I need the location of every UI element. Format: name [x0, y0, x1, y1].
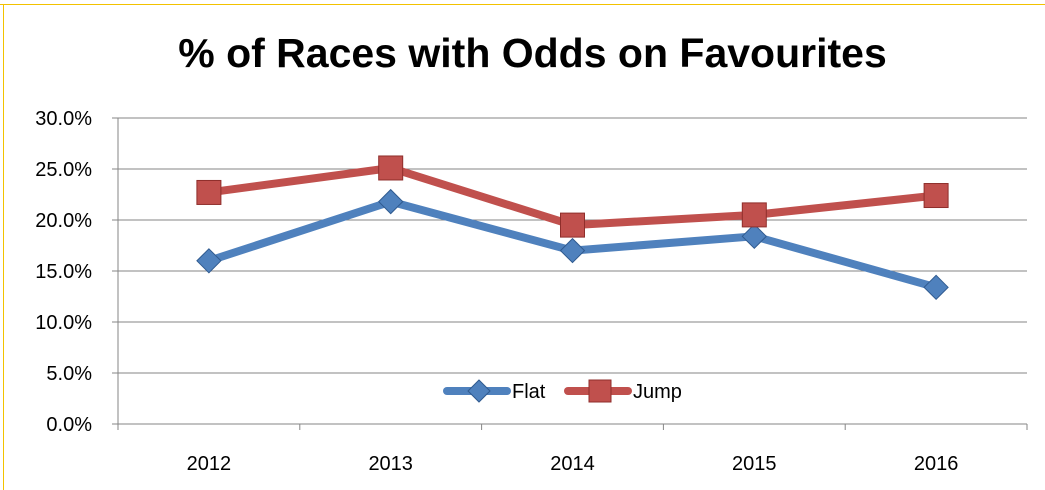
y-tick-label: 25.0%: [35, 159, 92, 181]
legend-marker-flat: [467, 379, 491, 403]
x-tick-label: 2016: [914, 453, 959, 475]
data-point-jump: [196, 179, 222, 205]
legend-marker-jump: [588, 379, 612, 403]
frame-border-left: [3, 4, 4, 490]
series-jump: [196, 155, 949, 238]
y-tick-label: 0.0%: [46, 414, 92, 436]
data-point-flat: [923, 274, 949, 301]
chart-title: % of Races with Odds on Favourites: [178, 30, 887, 76]
legend-label: Jump: [633, 381, 682, 403]
legend-item-flat: Flat: [443, 379, 546, 403]
x-tick-label: 2012: [187, 453, 232, 475]
x-tick-label: 2013: [368, 453, 413, 475]
data-point-flat: [559, 237, 586, 264]
y-tick-label: 20.0%: [35, 210, 92, 232]
legend-label: Flat: [512, 381, 546, 403]
axes: 0.0% 5.0% 10.0% 15.0% 20.0% 25.0% 30.0% 2012 201…: [35, 108, 1028, 475]
legend-item-jump: Jump: [564, 379, 682, 403]
y-tick-label: 5.0%: [46, 363, 92, 385]
x-tick-label: 2015: [732, 453, 777, 475]
data-point-flat: [741, 223, 768, 250]
x-tick-label: 2014: [550, 453, 595, 475]
data-point-jump: [923, 183, 949, 209]
legend: Flat Jump: [443, 379, 682, 403]
frame-border-top: [0, 4, 1045, 5]
series-layer: [196, 155, 949, 301]
y-tick-label: 10.0%: [35, 312, 92, 334]
data-point-jump: [378, 155, 404, 181]
series-flat: [196, 188, 949, 301]
data-point-flat: [196, 248, 222, 274]
y-tick-label: 30.0%: [35, 108, 92, 130]
data-point-flat: [377, 188, 404, 215]
data-point-jump: [741, 202, 767, 228]
data-point-jump: [560, 212, 585, 238]
y-tick-label: 15.0%: [35, 261, 92, 283]
